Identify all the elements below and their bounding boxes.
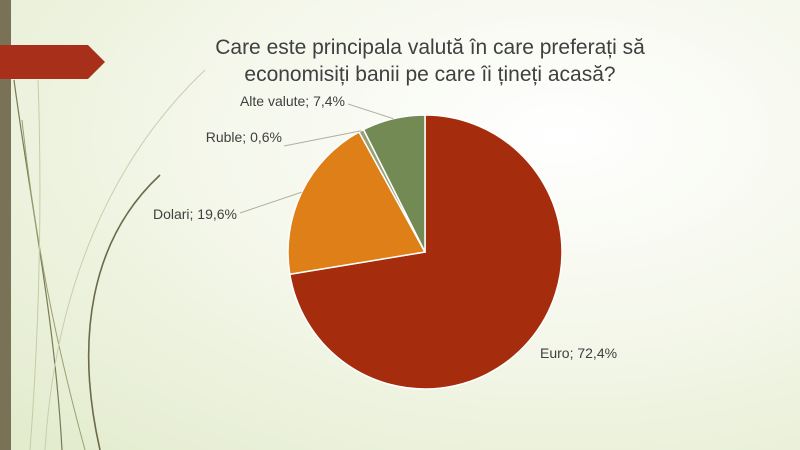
title-line-2: economisiți banii pe care îi țineți acas…: [244, 63, 616, 86]
decorative-curve: [44, 69, 206, 450]
decorative-curve: [13, 79, 63, 450]
data-label-dolari: Dolari; 19,6%: [153, 206, 237, 222]
pie-slice-dolari: [287, 130, 427, 276]
title-line-1: Care este principala valută în care pref…: [215, 36, 645, 59]
decorative-curve: [87, 174, 161, 450]
left-bar: [0, 0, 11, 450]
leader-line: [347, 103, 394, 120]
data-label-euro: Euro; 72,4%: [540, 345, 617, 361]
pie-slice-alte-valute: [362, 114, 426, 253]
arrow-banner: [0, 45, 105, 79]
decorative-curve: [29, 79, 41, 450]
leader-line: [283, 130, 362, 147]
data-label-ruble: Ruble; 0,6%: [206, 129, 282, 145]
decorative-curve: [21, 119, 86, 450]
leader-line: [239, 191, 302, 214]
data-label-alte-valute: Alte valute; 7,4%: [240, 93, 345, 109]
pie-slice-euro: [288, 114, 563, 390]
chart-title: Care este principala valută în care pref…: [150, 34, 710, 88]
